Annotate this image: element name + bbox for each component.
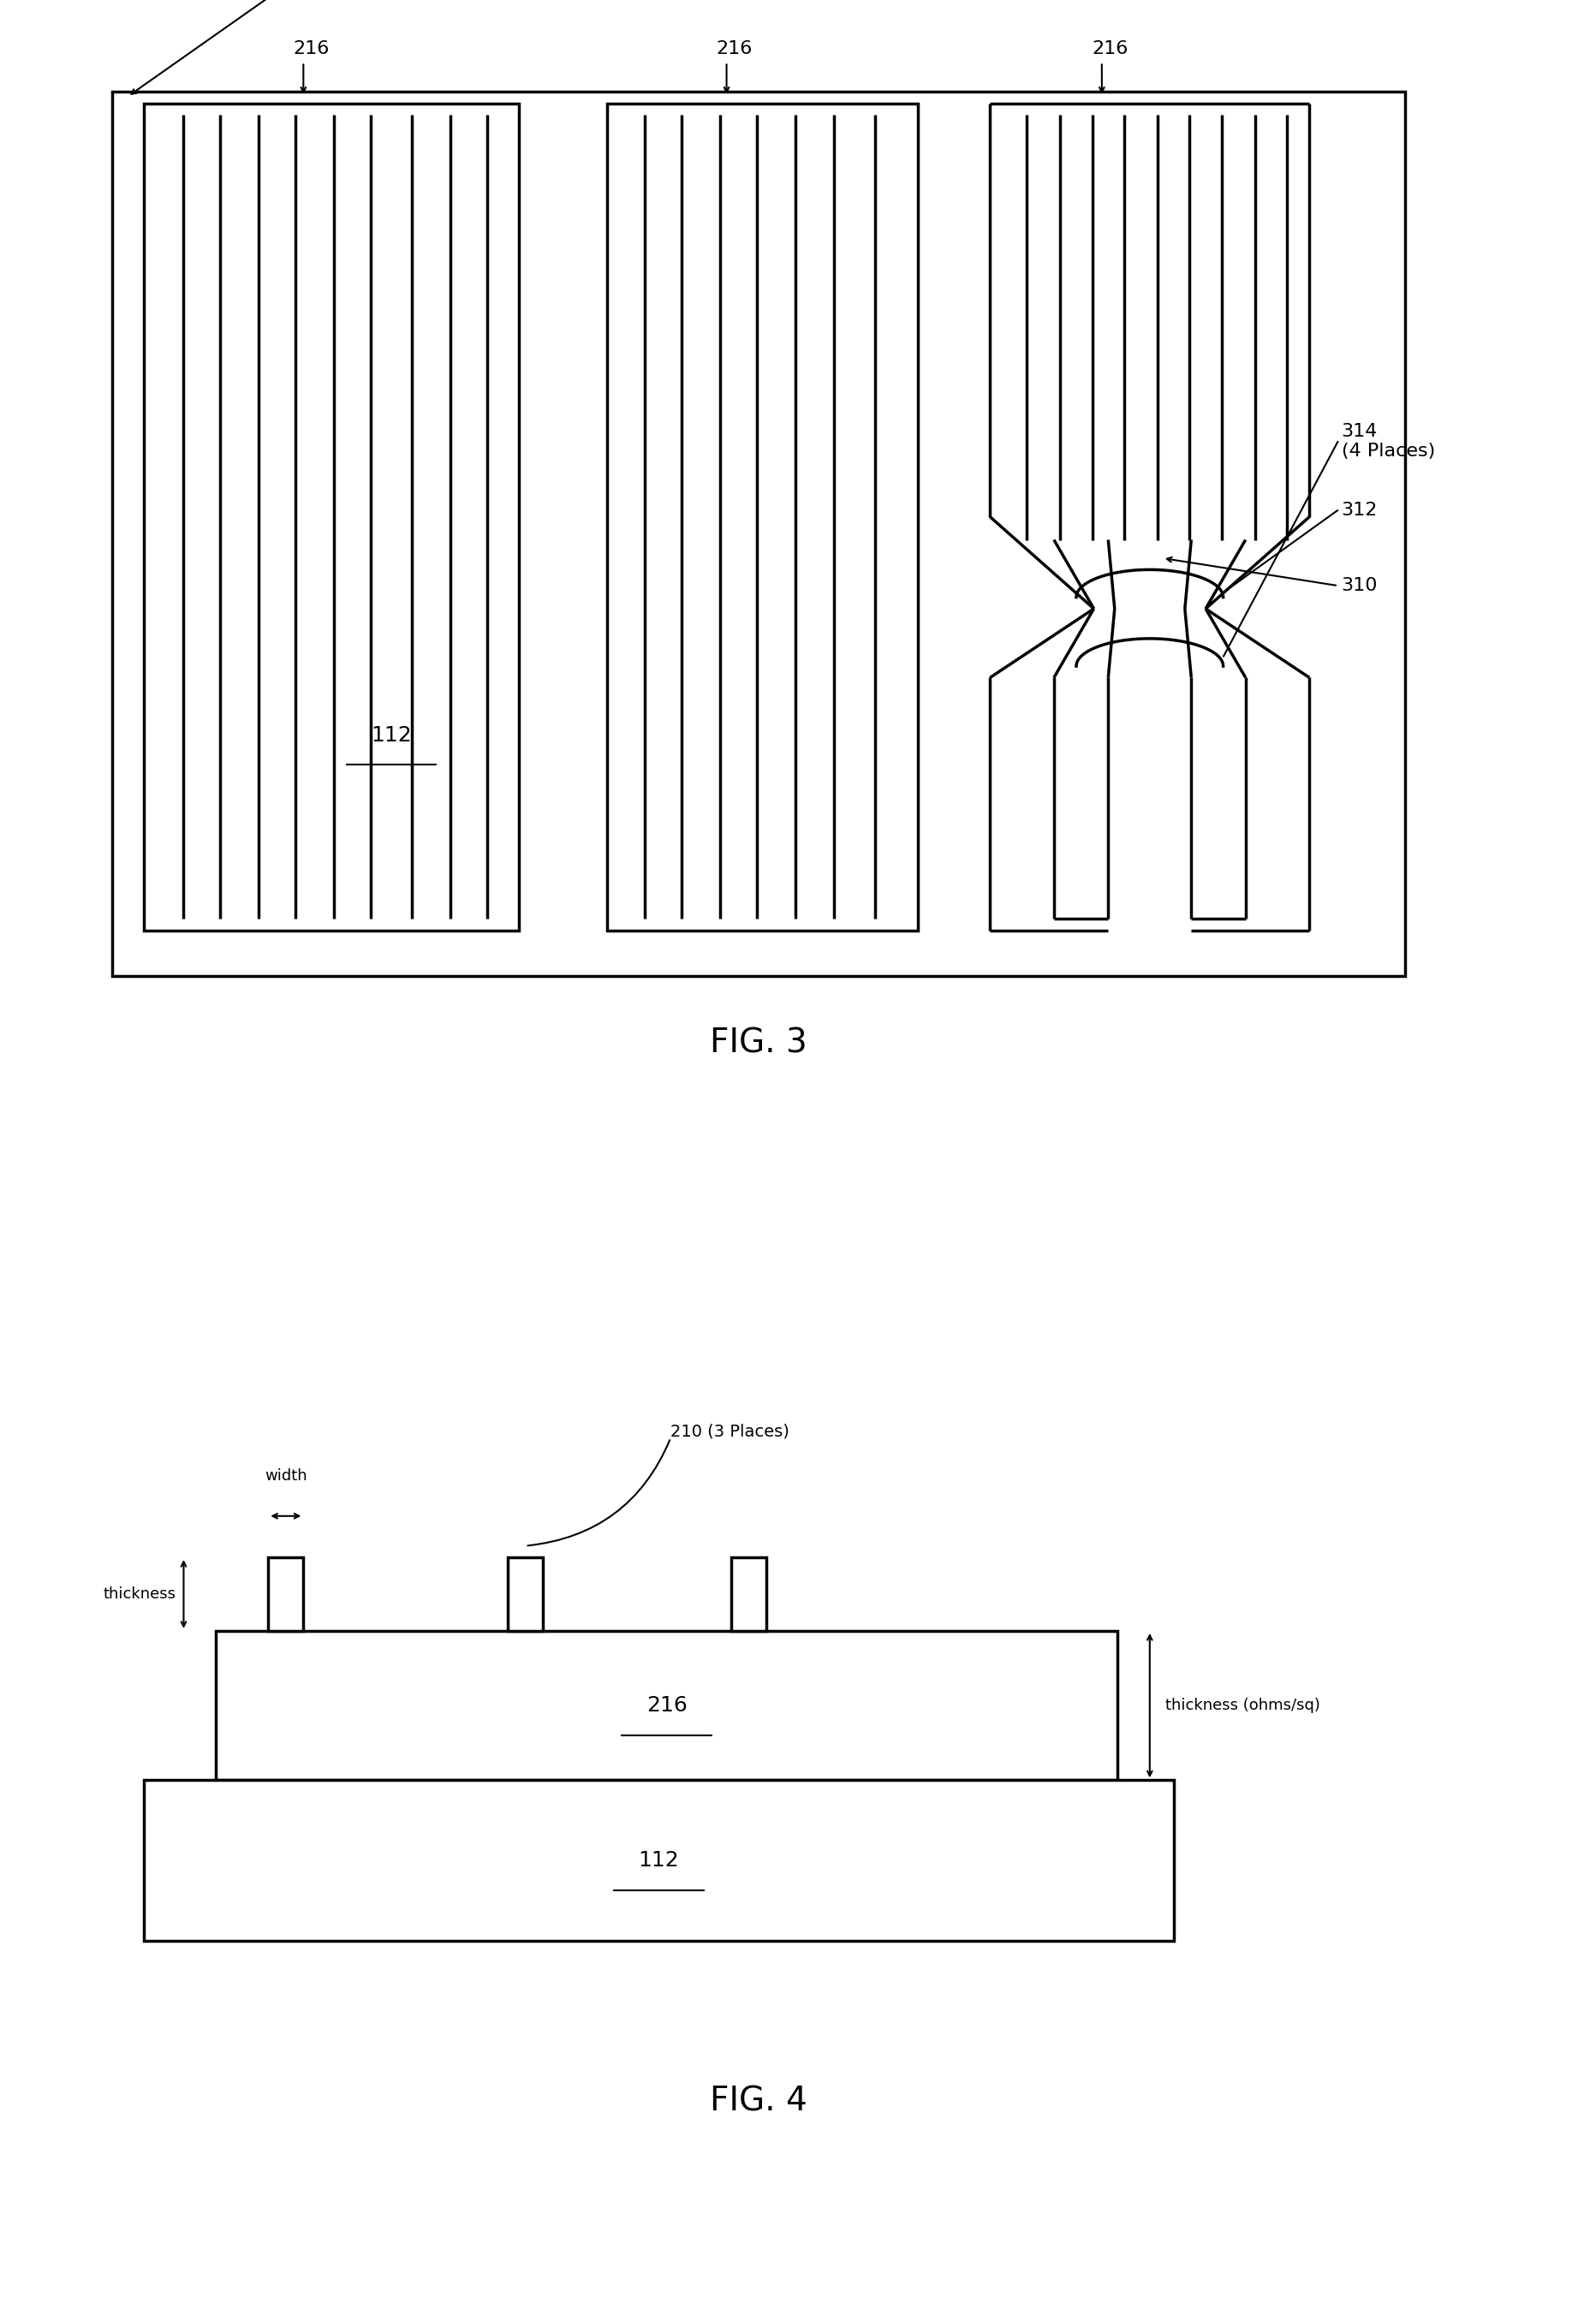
Text: 216: 216	[1092, 41, 1127, 57]
Text: FIG. 4: FIG. 4	[710, 2086, 806, 2118]
Text: 216: 216	[646, 1695, 686, 1716]
Text: 112: 112	[370, 726, 412, 744]
Text: 216: 216	[294, 41, 329, 57]
Text: 210 (3 Places): 210 (3 Places)	[670, 1422, 788, 1440]
Text: 312: 312	[1341, 501, 1377, 519]
Bar	[606, 103, 918, 930]
Text: 314
(4 Places): 314 (4 Places)	[1341, 423, 1435, 459]
Text: 310: 310	[1341, 577, 1377, 595]
Bar	[112, 92, 1404, 976]
Bar	[215, 1631, 1117, 1780]
Text: width: width	[265, 1468, 306, 1484]
Text: thickness: thickness	[102, 1587, 176, 1601]
Text: 216: 216	[717, 41, 752, 57]
Bar	[508, 1557, 543, 1631]
Text: FIG. 3: FIG. 3	[710, 1027, 806, 1059]
Bar	[144, 1780, 1173, 1941]
Text: thickness (ohms/sq): thickness (ohms/sq)	[1165, 1697, 1320, 1714]
Bar	[268, 1557, 303, 1631]
Text: 112: 112	[638, 1851, 678, 1870]
Bar	[144, 103, 519, 930]
Bar	[731, 1557, 766, 1631]
